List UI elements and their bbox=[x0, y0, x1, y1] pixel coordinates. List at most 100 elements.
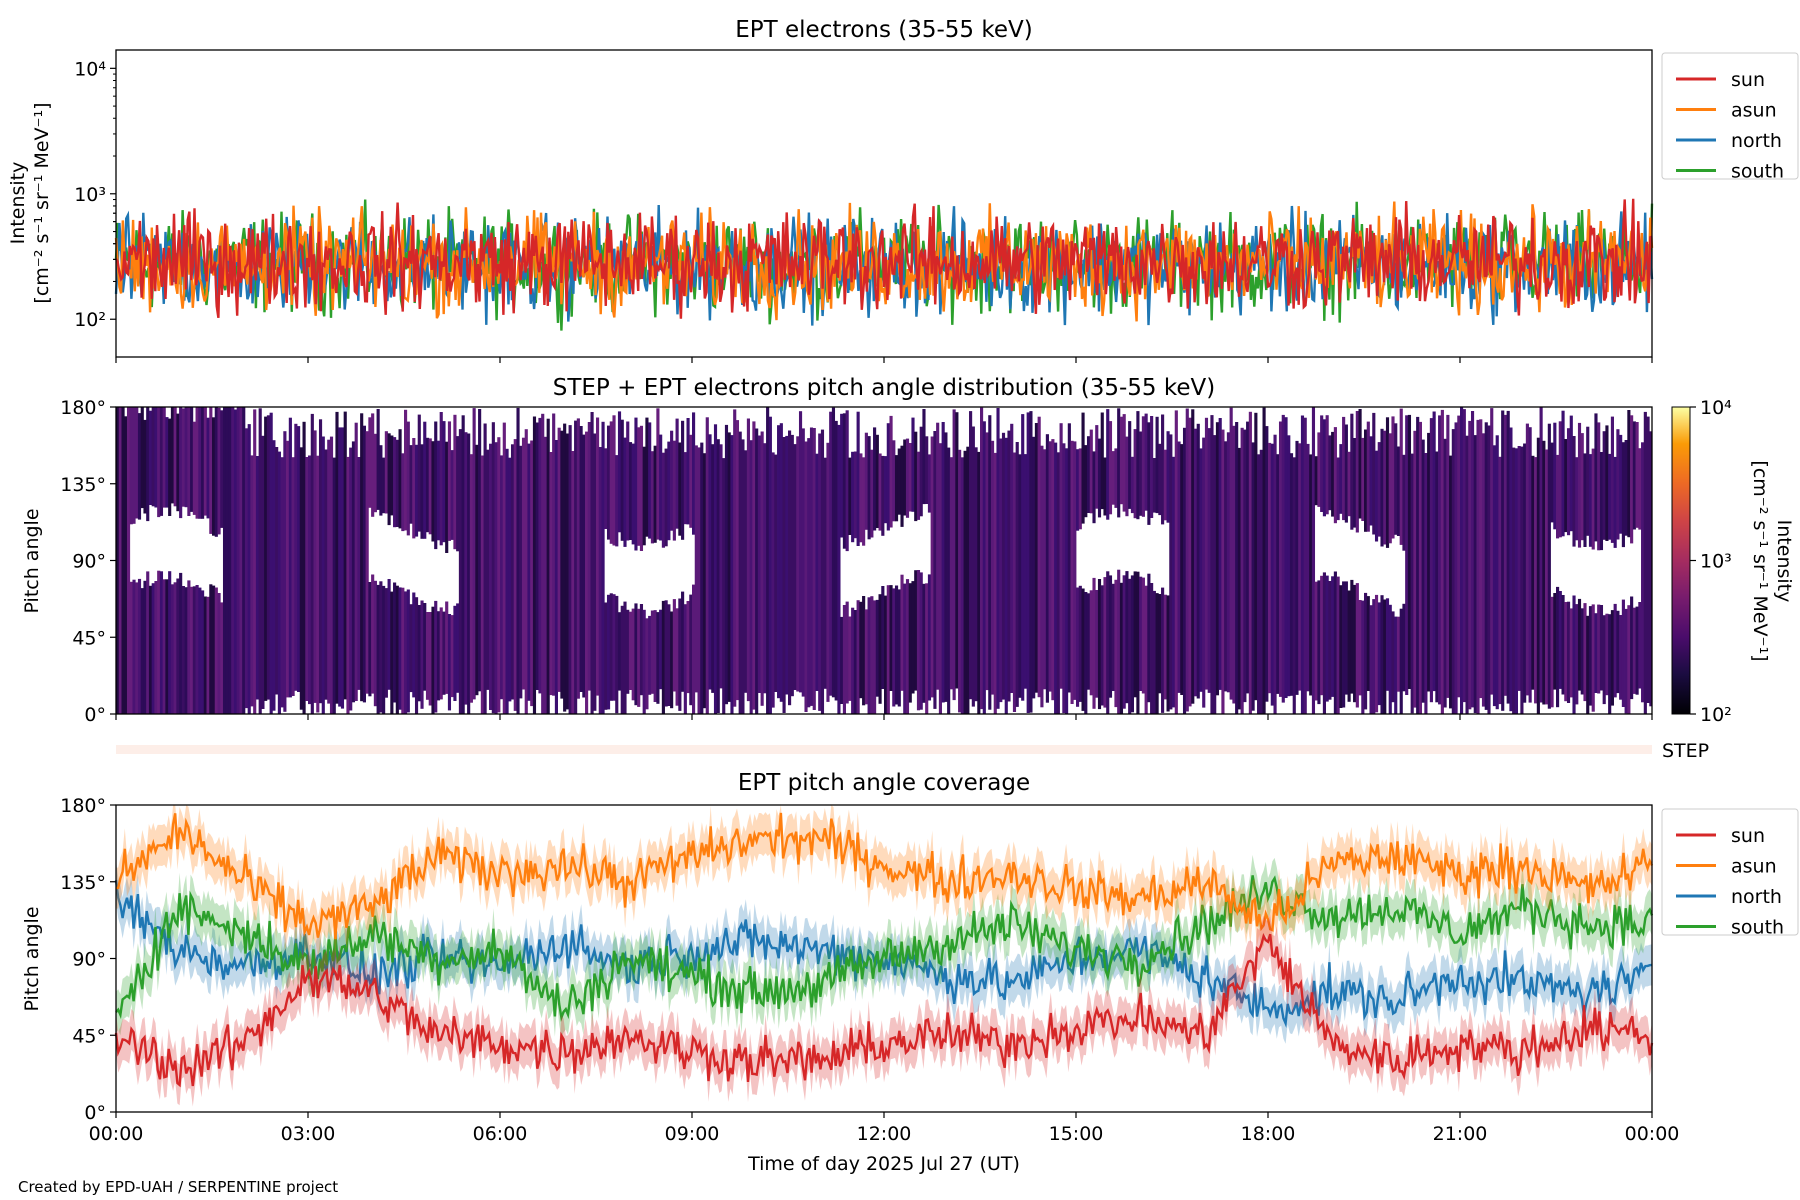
heatmap-cell bbox=[653, 610, 657, 702]
heatmap-cell bbox=[1213, 435, 1217, 714]
heatmap-cell bbox=[925, 436, 929, 504]
panel1-ylabel-line2: [cm⁻² s⁻¹ sr⁻¹ MeV⁻¹] bbox=[31, 102, 53, 303]
heatmap-cell bbox=[1454, 422, 1458, 714]
heatmap-cell bbox=[1383, 430, 1387, 545]
heatmap-cell bbox=[637, 427, 641, 546]
heatmap-cell bbox=[886, 423, 890, 531]
heatmap-cell bbox=[1303, 417, 1307, 714]
heatmap-cell bbox=[1185, 408, 1189, 712]
heatmap-cell bbox=[831, 407, 836, 698]
heatmap-cell bbox=[1037, 416, 1041, 698]
heatmap-cell bbox=[1257, 454, 1261, 714]
heatmap-cell bbox=[137, 413, 142, 520]
heatmap-cell bbox=[1374, 594, 1379, 713]
heatmap-cell bbox=[409, 445, 413, 524]
heatmap-cell bbox=[1380, 595, 1384, 714]
heatmap-cell bbox=[993, 452, 997, 714]
heatmap-cell bbox=[738, 431, 742, 714]
heatmap-cell bbox=[1566, 601, 1571, 703]
heatmap-cell bbox=[1621, 599, 1625, 707]
heatmap-cell bbox=[1577, 422, 1582, 548]
heatmap-cell bbox=[982, 421, 986, 714]
colorbar-tick-label: 10⁴ bbox=[1700, 397, 1732, 419]
heatmap-cell bbox=[425, 612, 430, 700]
heatmap-cell bbox=[469, 454, 473, 703]
heatmap-cell bbox=[1630, 596, 1634, 700]
heatmap-cell bbox=[711, 444, 715, 693]
heatmap-cell bbox=[1141, 577, 1145, 694]
panel3-legend-label-north: north bbox=[1731, 886, 1782, 908]
heatmap-cell bbox=[1147, 422, 1151, 525]
heatmap-cell bbox=[1139, 576, 1143, 691]
heatmap-cell bbox=[181, 408, 185, 507]
heatmap-cell bbox=[793, 444, 797, 690]
heatmap-cell bbox=[417, 605, 421, 702]
heatmap-cell bbox=[801, 428, 805, 697]
heatmap-cell bbox=[1553, 422, 1557, 530]
heatmap-cell bbox=[606, 425, 611, 540]
heatmap-cell bbox=[1575, 457, 1579, 541]
heatmap-cell bbox=[894, 585, 899, 705]
heatmap-cell bbox=[609, 421, 613, 544]
heatmap-cell bbox=[1108, 421, 1113, 515]
heatmap-cell bbox=[988, 415, 992, 710]
heatmap-cell bbox=[168, 571, 172, 714]
panel3-legend[interactable]: sun asun north south bbox=[1661, 808, 1799, 939]
heatmap-cell bbox=[1092, 577, 1096, 709]
panel1-legend[interactable]: sun asun north south bbox=[1661, 52, 1799, 183]
heatmap-cell bbox=[881, 586, 885, 689]
heatmap-cell bbox=[192, 421, 196, 515]
heatmap-cell bbox=[475, 444, 479, 696]
heatmap-cell bbox=[875, 434, 879, 528]
heatmap-cell bbox=[1506, 410, 1510, 704]
heatmap-cell bbox=[1580, 608, 1584, 695]
panel1-title: EPT electrons (35-55 keV) bbox=[735, 17, 1032, 43]
heatmap-cell bbox=[1161, 587, 1165, 713]
heatmap-cell bbox=[1004, 437, 1008, 714]
heatmap-cell bbox=[1358, 600, 1362, 696]
heatmap-cell bbox=[919, 572, 923, 710]
heatmap-cell bbox=[162, 579, 166, 714]
heatmap-cell bbox=[1237, 447, 1241, 710]
heatmap-cell bbox=[678, 598, 682, 711]
heatmap-cell bbox=[1196, 423, 1200, 699]
panel1-legend-box bbox=[1661, 52, 1799, 180]
heatmap-cell bbox=[206, 596, 210, 714]
heatmap-cell bbox=[1550, 596, 1554, 708]
heatmap-cell bbox=[179, 572, 183, 714]
heatmap-cell bbox=[1273, 434, 1277, 714]
heatmap-cell bbox=[489, 443, 493, 710]
heatmap-cell bbox=[1128, 421, 1132, 509]
heatmap-cell bbox=[244, 428, 249, 709]
heatmap-cell bbox=[1210, 415, 1214, 714]
heatmap-cell bbox=[864, 609, 868, 705]
heatmap-cell bbox=[340, 427, 345, 709]
heatmap-cell bbox=[1588, 606, 1593, 706]
heatmap-cell bbox=[1018, 454, 1022, 698]
heatmap-cell bbox=[1103, 457, 1107, 516]
heatmap-cell bbox=[1246, 421, 1250, 694]
heatmap-cell bbox=[788, 430, 792, 706]
heatmap-cell bbox=[258, 408, 262, 714]
heatmap-cell bbox=[371, 574, 375, 694]
heatmap-cell bbox=[387, 579, 391, 690]
heatmap-cell bbox=[1169, 434, 1173, 710]
heatmap-cell bbox=[1128, 578, 1132, 714]
heatmap-cell bbox=[398, 587, 402, 710]
heatmap-cell bbox=[384, 431, 388, 514]
heatmap-cell bbox=[327, 439, 331, 704]
heatmap-cell bbox=[1394, 423, 1398, 535]
heatmap-cell bbox=[1204, 417, 1209, 690]
heatmap-cell bbox=[867, 597, 871, 714]
heatmap-cell bbox=[439, 607, 443, 700]
heatmap-cell bbox=[502, 422, 506, 714]
heatmap-cell bbox=[749, 440, 753, 714]
heatmap-cell bbox=[176, 578, 180, 714]
heatmap-cell bbox=[820, 429, 825, 714]
heatmap-cell bbox=[903, 583, 907, 714]
heatmap-cell bbox=[996, 408, 1000, 709]
panel3-legend-box bbox=[1661, 808, 1799, 936]
heatmap-cell bbox=[1624, 440, 1628, 536]
intensity-line-sun bbox=[114, 198, 1653, 319]
heatmap-cell bbox=[848, 616, 852, 701]
